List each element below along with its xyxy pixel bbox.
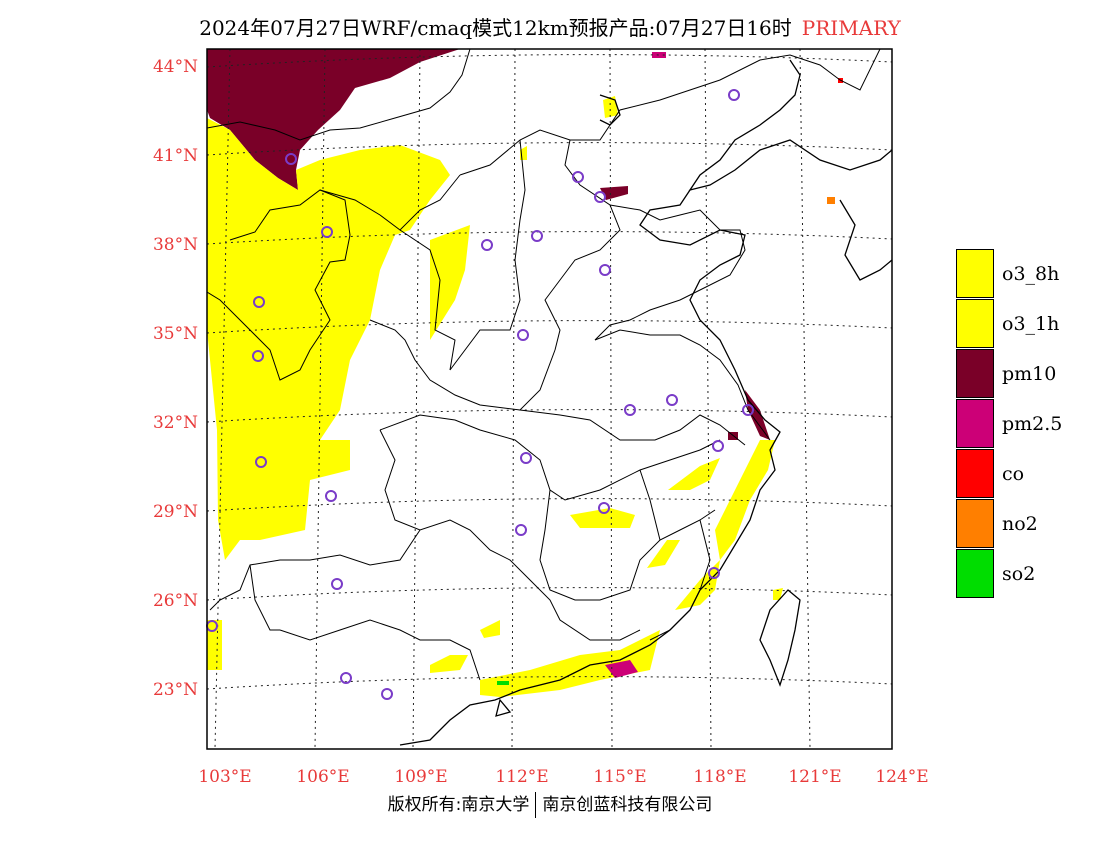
lat-label: 32°N (153, 413, 198, 433)
lon-label: 112°E (495, 767, 548, 787)
title-tag: PRIMARY (801, 16, 901, 40)
lat-label: 35°N (153, 324, 198, 344)
footer-separator (535, 792, 537, 818)
map-frame (206, 48, 893, 750)
graticule (207, 49, 892, 749)
no2-spot (827, 197, 835, 204)
lat-label: 23°N (153, 680, 198, 700)
map-title: 2024年07月27日WRF/cmaq模式12km预报产品:07月27日16时 P… (0, 12, 1100, 41)
city-markers (206, 89, 754, 700)
legend-swatch (956, 449, 994, 498)
so2-spot (497, 681, 509, 685)
legend-swatch (956, 549, 994, 598)
copyright-right: 南京创蓝科技有限公司 (542, 795, 713, 815)
lat-label: 26°N (153, 591, 198, 611)
o3-field (207, 96, 783, 697)
lon-label: 109°E (394, 767, 447, 787)
legend-label: no2 (1002, 513, 1038, 535)
legend-item: co (956, 449, 1096, 499)
lat-label: 29°N (153, 502, 198, 522)
legend: o3_8h o3_1h pm10 pm2.5 co no2 so2 (956, 249, 1096, 599)
lon-label: 124°E (875, 767, 928, 787)
legend-item: so2 (956, 549, 1096, 599)
lat-label: 44°N (153, 57, 198, 77)
legend-swatch (956, 249, 994, 298)
copyright-left: 版权所有:南京大学 (387, 795, 530, 815)
legend-swatch (956, 299, 994, 348)
copyright-footer: 版权所有:南京大学 南京创蓝科技有限公司 (0, 790, 1100, 818)
lon-label: 115°E (593, 767, 646, 787)
legend-swatch (956, 499, 994, 548)
lon-label: 103°E (198, 767, 251, 787)
legend-label: pm2.5 (1002, 413, 1063, 435)
lat-axis-labels: 44°N 41°N 38°N 35°N 32°N 29°N 26°N 23°N (153, 57, 198, 700)
legend-item: no2 (956, 499, 1096, 549)
legend-label: co (1002, 463, 1025, 485)
legend-swatch (956, 349, 994, 398)
legend-item: pm2.5 (956, 399, 1096, 449)
lat-label: 41°N (153, 146, 198, 166)
lon-axis-labels: 103°E 106°E 109°E 112°E 115°E 118°E 121°… (198, 767, 928, 787)
legend-item: o3_8h (956, 249, 1096, 299)
pm25-field (605, 52, 666, 678)
legend-label: o3_8h (1002, 263, 1060, 285)
lon-label: 121°E (788, 767, 841, 787)
legend-label: so2 (1002, 563, 1036, 585)
province-boundaries (207, 49, 881, 681)
lon-label: 118°E (693, 767, 746, 787)
lat-label: 38°N (153, 235, 198, 255)
legend-swatch (956, 399, 994, 448)
title-main: 2024年07月27日WRF/cmaq模式12km预报产品:07月27日16时 (199, 16, 792, 40)
legend-item: o3_1h (956, 299, 1096, 349)
lon-label: 106°E (296, 767, 349, 787)
legend-label: pm10 (1002, 363, 1057, 385)
legend-item: pm10 (956, 349, 1096, 399)
legend-label: o3_1h (1002, 313, 1060, 335)
coastline (399, 59, 892, 746)
